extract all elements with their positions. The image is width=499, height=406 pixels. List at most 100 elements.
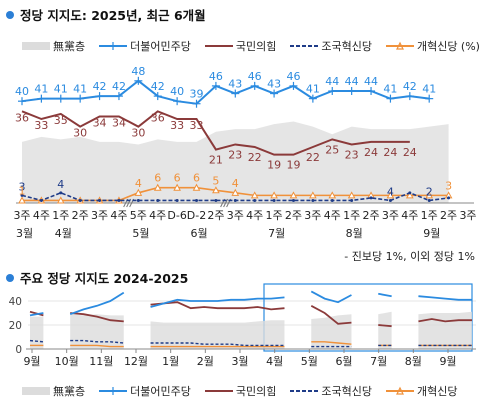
dem-value-label: 41 [54, 83, 68, 96]
x-tick-label: 4주 [324, 209, 341, 222]
ppp-value-label: 33 [34, 119, 48, 132]
reform-value-label: 5 [212, 174, 219, 187]
y-tick-label: 20 [9, 320, 22, 332]
series2-ppp-line [150, 301, 285, 311]
x-tick-label: 3주 [91, 209, 108, 222]
month-label: 4월 [55, 227, 72, 240]
rebuild-point [98, 198, 102, 202]
rebuild-point [253, 198, 257, 202]
x-tick-label: 3주 [13, 209, 30, 222]
dem-point [328, 87, 337, 95]
reform-value-label: 4 [232, 177, 239, 190]
month-label: 8월 [346, 227, 363, 240]
legend2-rebuild: 조국혁신당 [290, 383, 372, 399]
legend-reform-line-icon [385, 41, 414, 50]
legend-dem-line-icon [99, 42, 128, 50]
dem-point [76, 94, 85, 103]
legend2-dem-line-icon [99, 387, 128, 395]
legend-reform: 개혁신당 (%) [385, 38, 480, 54]
legend2-dem: 더불어민주당 [99, 383, 191, 399]
rebuild-value-label: 4 [387, 185, 394, 198]
series2-ppp-line [310, 305, 352, 325]
x2-tick-label: 3월 [231, 355, 248, 368]
dem-point [18, 97, 26, 106]
rebuild-point [39, 198, 43, 202]
rebuild-point [78, 198, 82, 202]
dem-value-label: 42 [93, 80, 107, 93]
month-label: 9월 [423, 227, 440, 240]
x-tick-label: D-2 [187, 209, 206, 222]
rebuild-point [233, 198, 237, 202]
ppp-value-label: 33 [170, 119, 184, 132]
dem-value-label: 42 [151, 80, 165, 93]
legend-none-swatch-icon [22, 42, 50, 50]
rebuild-point [330, 198, 334, 202]
x-tick-label: 4주 [401, 209, 418, 222]
legend-dem: 더불어민주당 [99, 38, 191, 54]
dem-point [114, 92, 123, 101]
reform-point [289, 191, 298, 199]
month-label: 7월 [268, 227, 285, 240]
month-label: 6월 [191, 227, 208, 240]
chart2-legend: 無黨층 더불어민주당 국민의힘 조국혁신당 개혁신당 [22, 383, 471, 399]
break-marker-2-stroke [223, 198, 229, 208]
reform-point [386, 191, 395, 199]
rebuild-point [311, 198, 315, 202]
dem-point [211, 81, 220, 90]
rebuild-point [291, 198, 295, 202]
x2-tick-label: 12월 [124, 355, 148, 368]
legend-none: 無黨층 [22, 38, 85, 54]
reform-point [309, 191, 317, 199]
dem-value-label: 40 [15, 85, 29, 98]
rebuild-point [272, 198, 276, 202]
rebuild-value-label: 3 [19, 180, 26, 193]
dem-point [367, 87, 376, 95]
legend2-ppp-line-icon [204, 390, 233, 392]
x-tick-label: 2주 [207, 209, 224, 222]
ppp-value-label: 33 [190, 119, 204, 132]
reform-point [405, 191, 414, 199]
reform-point [56, 196, 65, 204]
dem-value-label: 41 [422, 83, 436, 96]
dem-point [308, 94, 317, 103]
ppp-value-label: 19 [286, 159, 300, 172]
bullet-dot-icon [6, 10, 14, 19]
dem-value-label: 42 [403, 80, 417, 93]
x2-tick-label: 5월 [301, 355, 318, 368]
x-tick-label: 3주 [227, 209, 244, 222]
reform-point [153, 183, 162, 191]
x2-tick-label: 1월 [162, 355, 179, 368]
ppp-value-label: 24 [403, 146, 417, 159]
x2-tick-label: 6월 [335, 355, 352, 368]
x-tick-label: 3주 [304, 209, 321, 222]
area2-none [150, 320, 285, 349]
series2-reform-line [70, 344, 124, 348]
legend-ppp-line-icon [204, 45, 233, 47]
ppp-value-label: 22 [248, 151, 262, 164]
series2-ppp-line [378, 324, 392, 328]
x2-tick-label: 10월 [55, 355, 79, 368]
reform-point [231, 188, 240, 196]
x-tick-label: 2주 [72, 209, 89, 222]
x2-tick-label: 2월 [197, 355, 214, 368]
x-tick-label: 4주 [149, 209, 166, 222]
ppp-value-label: 25 [325, 143, 339, 156]
rebuild-point [408, 191, 412, 195]
rebuild-point [447, 196, 451, 200]
y-tick-label: 40 [9, 296, 22, 308]
dem-value-label: 40 [170, 85, 184, 98]
month-label: 5월 [132, 227, 149, 240]
rebuild-point [214, 198, 218, 202]
dem-point [386, 94, 395, 103]
legend2-reform: 개혁신당 [385, 383, 457, 399]
dem-value-label: 46 [248, 70, 262, 83]
chart1-title: 정당 지지도: 2025년, 최근 6개월 [6, 5, 206, 24]
dem-point [153, 92, 162, 101]
dem-value-label: 41 [383, 83, 397, 96]
x2-tick-label: 11월 [89, 355, 113, 368]
rebuild-point [369, 196, 373, 200]
rebuild-point [117, 198, 121, 202]
reform-point [134, 188, 143, 196]
area2-none [70, 314, 124, 349]
dem-value-label: 41 [306, 83, 320, 96]
